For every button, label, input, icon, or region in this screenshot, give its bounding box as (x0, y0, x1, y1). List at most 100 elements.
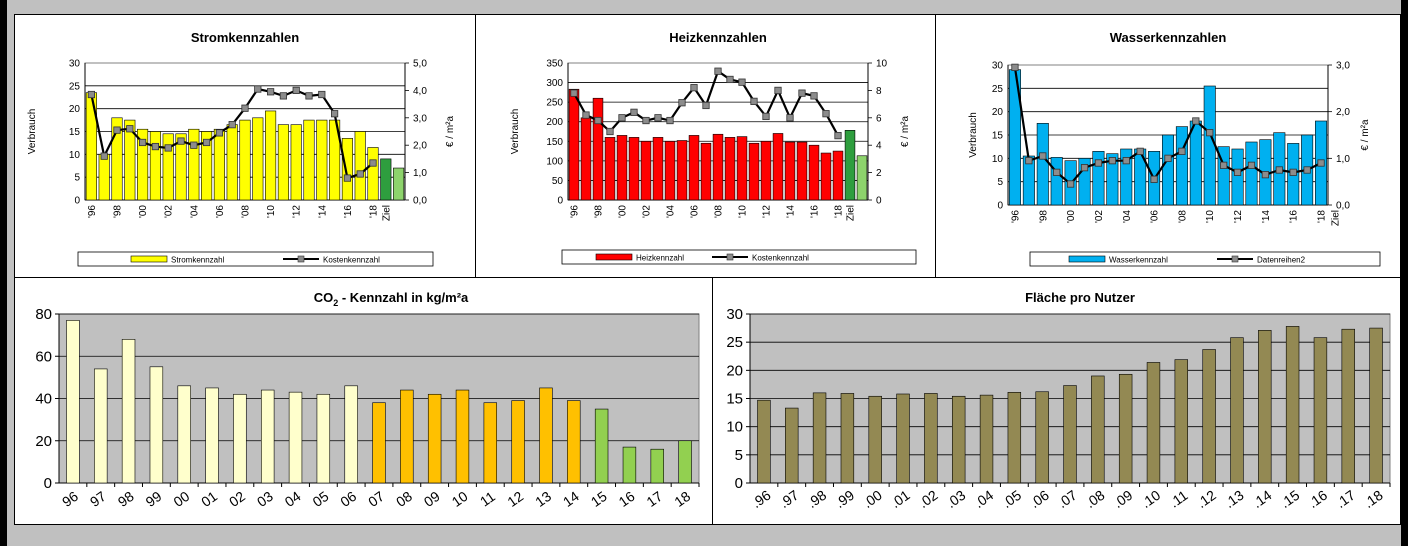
y-tick-label: 10 (726, 419, 743, 436)
bar (580, 117, 592, 201)
y-axis-title: Verbrauch (968, 112, 979, 158)
x-tick-label: .01 (888, 487, 913, 511)
line-point (1206, 129, 1214, 137)
line-point (292, 86, 300, 94)
y2-tick-label: 2,0 (413, 141, 427, 152)
bar (1050, 157, 1063, 206)
x-tick-label: 08 (393, 488, 415, 510)
bar (640, 140, 652, 201)
line-point (738, 78, 746, 86)
x-tick-label: .05 (999, 487, 1024, 511)
bar (162, 133, 174, 201)
bar (316, 393, 331, 484)
legend-bar-swatch (1068, 255, 1106, 263)
x-tick-label: '98 (594, 205, 605, 218)
line-point (834, 132, 842, 140)
bar (201, 131, 213, 201)
bar (748, 142, 760, 201)
chart-title: Fläche pro Nutzer (1025, 290, 1135, 305)
x-tick-label: '08 (241, 205, 252, 218)
y-tick-label: 20 (726, 362, 743, 379)
y-tick-label: 15 (69, 127, 81, 138)
y-tick-label: 300 (546, 78, 563, 89)
x-tick-label: '02 (164, 205, 175, 218)
line-point (1233, 168, 1242, 176)
line-point (266, 88, 275, 96)
y-axis-title: Verbrauch (510, 109, 521, 155)
y-tick-label: 80 (35, 306, 52, 323)
bar (688, 135, 700, 201)
y-tick-label: 150 (546, 137, 563, 148)
line-point (330, 110, 339, 118)
line-point (1303, 166, 1311, 174)
bar (760, 140, 772, 201)
bar (622, 446, 637, 484)
line-point (1094, 159, 1103, 167)
bar (455, 389, 470, 484)
bar (233, 393, 247, 484)
y2-axis-title: € / m²a (1360, 119, 1371, 151)
x-tick-label: .15 (1277, 487, 1302, 511)
x-tick-label: '98 (1038, 210, 1049, 223)
line-point (798, 89, 806, 97)
x-tick-value: 05 (310, 488, 332, 510)
line-point (113, 126, 121, 134)
y2-tick-label: 8 (876, 86, 882, 97)
line-point (786, 114, 794, 122)
x-tick-value: 09 (421, 488, 443, 510)
y-tick-label: 0 (74, 196, 80, 207)
bar (1285, 326, 1300, 484)
chart-title-main: CO (314, 290, 334, 305)
wasser-panel: Wasserkennzahlen 0 5 10 15 20 25 30 0,0 1,0 2,0 3,0… (935, 14, 1401, 278)
line-point (87, 90, 95, 99)
x-tick-label: .18 (1361, 487, 1386, 511)
legend-line-label: Kostenkennzahl (752, 254, 809, 263)
x-tick-label: 07 (365, 488, 387, 510)
x-tick-label: '96 (87, 205, 98, 218)
y2-tick-label: 0 (876, 196, 882, 207)
bar (177, 385, 191, 484)
bar (652, 137, 664, 201)
bar (724, 137, 736, 201)
line-point (1025, 157, 1033, 165)
line-point (822, 110, 830, 118)
x-tick-label: .09 (1110, 487, 1135, 511)
bar (393, 167, 405, 201)
line-point (1261, 171, 1269, 179)
x-tick-label: '12 (762, 205, 773, 218)
line-point (1080, 164, 1089, 172)
x-tick-value: 04 (282, 488, 304, 510)
x-tick-label: 06 (337, 488, 359, 510)
x-tick-value: 00 (170, 488, 192, 510)
bar (1341, 328, 1355, 484)
chart-title: Wasserkennzahlen (1110, 30, 1227, 45)
bar (1146, 362, 1161, 484)
line-point (151, 142, 159, 151)
x-tick-label: '08 (714, 205, 725, 218)
bar (427, 393, 442, 484)
y2-tick-label: 0,0 (413, 196, 427, 207)
bar (1036, 123, 1049, 206)
bar (121, 339, 136, 484)
bar (124, 119, 136, 201)
x-tick-label: '18 (1317, 210, 1328, 223)
x-tick-label: 18 (671, 488, 693, 510)
legend-line-marker (726, 253, 734, 261)
bar (896, 393, 910, 484)
y-tick-label: 5 (735, 447, 743, 464)
bar (149, 131, 161, 201)
bar (700, 142, 712, 201)
legend-line-marker (1231, 255, 1239, 263)
bar (98, 154, 110, 201)
y-tick-label: 30 (69, 59, 81, 70)
x-tick-label: '96 (1010, 210, 1021, 223)
x-tick-label: '02 (1094, 210, 1105, 223)
x-tick-label: 09 (421, 488, 443, 510)
x-tick-value: 16 (616, 488, 638, 510)
x-tick-value: 07 (365, 488, 387, 510)
bar (1118, 373, 1133, 484)
x-tick-label: 12 (504, 488, 526, 510)
line-point (1039, 152, 1047, 160)
